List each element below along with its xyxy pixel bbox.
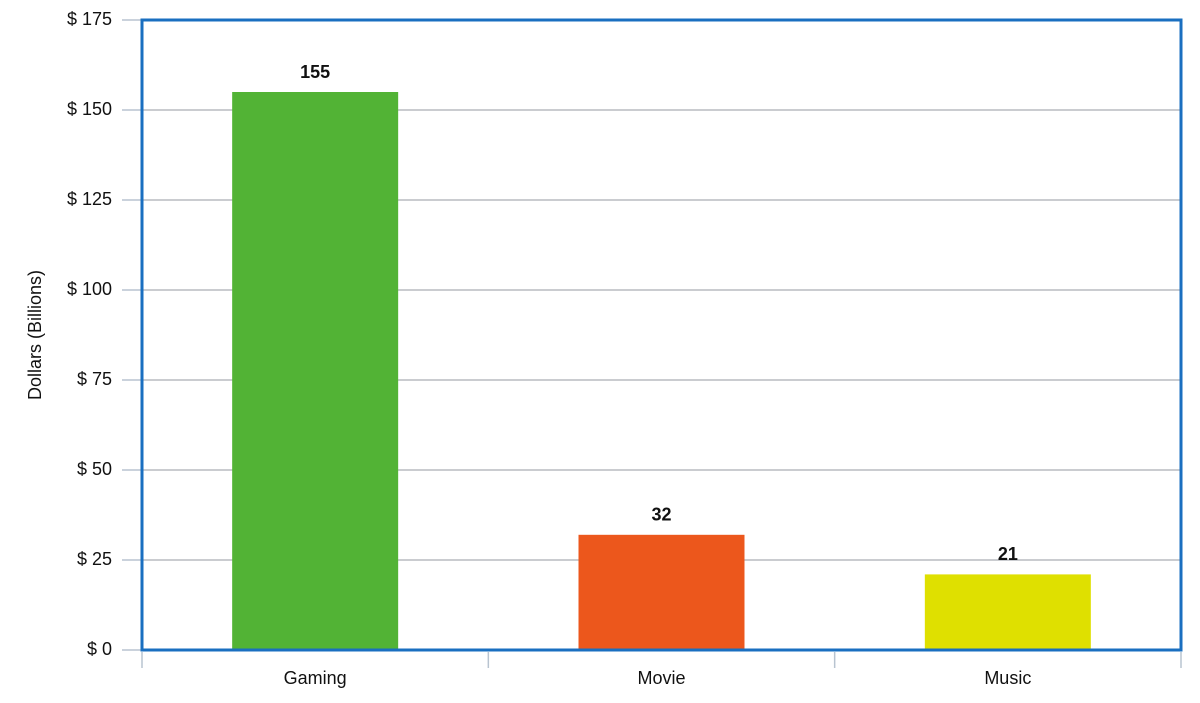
y-tick-label: $ 25 [77, 549, 112, 569]
bar [924, 574, 1091, 650]
data-label: 21 [998, 544, 1018, 564]
y-tick-label: $ 125 [67, 189, 112, 209]
data-label: 32 [651, 505, 671, 525]
y-tick-label: $ 50 [77, 459, 112, 479]
bar [578, 534, 745, 650]
y-tick-label: $ 100 [67, 279, 112, 299]
y-tick-label: $ 175 [67, 9, 112, 29]
bar [232, 92, 399, 650]
y-tick-label: $ 75 [77, 369, 112, 389]
x-tick-label: Movie [637, 668, 685, 688]
x-tick-label: Music [984, 668, 1031, 688]
plot-border [140, 18, 1183, 652]
data-label: 155 [300, 62, 330, 82]
y-tick-label: $ 0 [87, 639, 112, 659]
y-axis-label: Dollars (Billions) [25, 270, 45, 400]
x-tick-label: Gaming [284, 668, 347, 688]
y-tick-label: $ 150 [67, 99, 112, 119]
